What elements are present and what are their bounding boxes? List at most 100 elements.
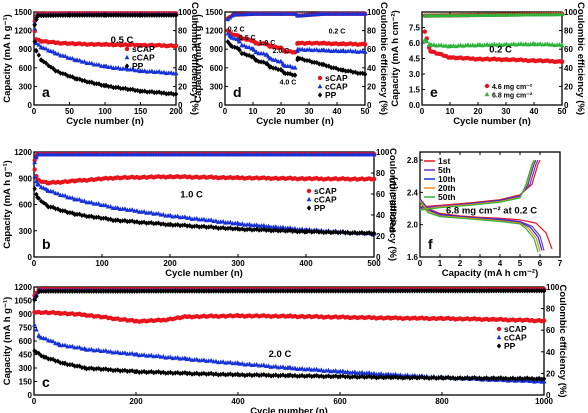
data-point [357, 288, 362, 294]
data-point [439, 316, 445, 321]
data-point [541, 318, 547, 323]
panel-label: a [42, 84, 50, 100]
y2-tick-label: 100 [178, 8, 192, 17]
data-point [113, 12, 119, 18]
annotation: 6.8 mg cm⁻² at 0.2 C [446, 205, 537, 216]
data-point [266, 372, 271, 378]
data-point [335, 288, 341, 294]
data-point [168, 354, 173, 359]
data-point [508, 288, 513, 294]
data-point [160, 212, 166, 217]
x-tick-label: 150 [134, 107, 148, 116]
data-point [77, 288, 82, 294]
data-point [67, 12, 72, 18]
curve-1st-charge [419, 159, 541, 208]
data-point [324, 63, 329, 69]
data-point [106, 288, 111, 294]
data-point [32, 297, 37, 303]
data-point [228, 34, 233, 39]
data-point [484, 288, 489, 294]
data-point [41, 13, 46, 19]
x-tick-label: 40 [530, 107, 539, 116]
data-point [199, 288, 204, 294]
data-point [281, 62, 287, 68]
data-point [537, 375, 542, 381]
data-point [316, 288, 322, 294]
data-point [134, 208, 140, 213]
y2-tick-label: 80 [367, 27, 376, 36]
legend-entry: sCAP [504, 324, 527, 334]
data-point [532, 376, 537, 382]
data-point [94, 12, 99, 18]
data-point [177, 370, 183, 377]
data-point [559, 11, 565, 17]
data-point [182, 370, 188, 376]
x-axis-label: Cycle number (n) [250, 406, 328, 413]
legend-entry: 1st [438, 156, 450, 166]
y-tick-label: 0 [28, 391, 33, 400]
data-point [357, 70, 363, 76]
data-point [67, 362, 73, 368]
data-point [213, 288, 219, 294]
x-axis-label: Cycle number (n) [453, 116, 531, 127]
data-point [402, 288, 408, 294]
y-tick-label: 300 [19, 364, 33, 373]
data-point [345, 288, 350, 294]
panel-label: f [428, 236, 433, 252]
data-point [273, 363, 279, 369]
data-point [32, 322, 37, 327]
x-axis-label: Cycle number (n) [256, 116, 334, 127]
data-point [244, 52, 249, 58]
data-point [72, 363, 77, 369]
data-point [292, 65, 298, 70]
data-point [84, 12, 90, 18]
data-point [424, 288, 429, 294]
data-point [166, 91, 171, 97]
y2-axis-label: Coulombic efficiency (%) [378, 2, 389, 115]
y-tick-label: 150 [19, 378, 33, 387]
data-point [381, 288, 386, 294]
data-point [122, 288, 128, 294]
data-point [486, 376, 492, 382]
data-point [266, 363, 272, 368]
y2-axis-label: Coulombic efficiency (%) [575, 2, 586, 115]
x-tick-label: 4 [498, 259, 503, 268]
data-point [102, 63, 108, 69]
data-point [304, 57, 310, 64]
data-point [447, 43, 453, 48]
data-point [96, 81, 102, 87]
data-point [513, 376, 518, 382]
data-point [398, 288, 403, 294]
y-tick-label: 300 [19, 227, 33, 236]
data-point [99, 82, 104, 88]
y2-tick-label: 80 [376, 169, 385, 178]
data-point [231, 12, 236, 17]
data-point [32, 167, 37, 172]
data-point [35, 181, 40, 187]
series-CE-PP [32, 288, 547, 303]
data-point [232, 371, 238, 378]
data-point [87, 79, 92, 85]
data-point [74, 363, 80, 369]
legend-entry: 10th [438, 174, 455, 184]
data-point [50, 189, 56, 194]
data-point [388, 372, 394, 377]
data-point [173, 91, 179, 97]
x-tick-label: 0 [418, 259, 423, 268]
legend-entry: sCAP [132, 44, 155, 54]
data-point [424, 374, 429, 381]
data-point [252, 288, 257, 294]
data-point [531, 41, 537, 46]
data-point [417, 374, 422, 381]
data-point [103, 202, 109, 208]
panel-label: c [42, 374, 50, 390]
data-point [127, 288, 132, 294]
data-point [84, 213, 89, 220]
data-point [149, 220, 154, 226]
data-point [352, 288, 358, 294]
data-point [525, 375, 530, 381]
series-4.6 mg cm⁻² [422, 29, 565, 65]
curve-50th-discharge [419, 201, 539, 253]
data-point [161, 221, 166, 227]
